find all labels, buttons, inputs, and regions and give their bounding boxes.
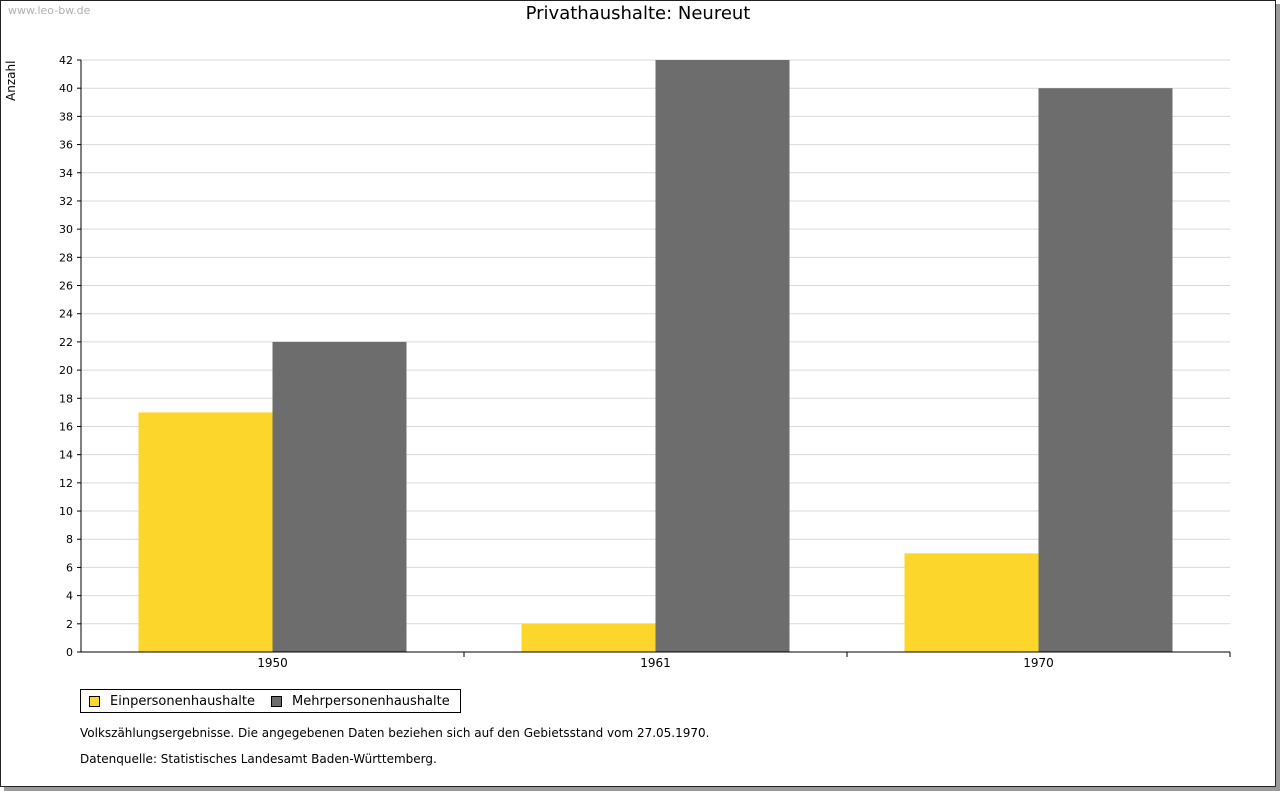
legend-item-mehrpersonenhaushalte: Mehrpersonenhaushalte [271,694,450,709]
chart-title: Privathaushalte: Neureut [525,3,751,24]
y-tick-label-24: 24 [59,308,73,321]
bar-einpersonenhaushalte-1970 [904,553,1039,652]
bar-mehrpersonenhaushalte-1950 [272,341,407,652]
y-tick-label-4: 4 [66,590,73,603]
y-tick-label-6: 6 [66,561,73,574]
legend: Einpersonenhaushalte Mehrpersonenhaushal… [80,689,461,713]
y-tick-label-10: 10 [59,505,73,518]
y-tick-label-20: 20 [59,364,73,377]
y-tick-label-12: 12 [59,477,73,490]
x-tick-label-1970: 1970 [1023,656,1054,670]
bar-einpersonenhaushalte-1961 [521,623,656,652]
y-tick-label-26: 26 [59,280,73,293]
y-tick-label-34: 34 [59,167,73,180]
note-source: Datenquelle: Statistisches Landesamt Bad… [80,752,437,766]
legend-label-einpersonenhaushalte: Einpersonenhaushalte [110,693,255,709]
legend-label-mehrpersonenhaushalte: Mehrpersonenhaushalte [292,693,450,709]
y-tick-label-42: 42 [59,54,73,67]
y-tick-label-0: 0 [66,646,73,659]
y-tick-label-22: 22 [59,336,73,349]
y-tick-label-16: 16 [59,420,73,433]
y-tick-label-38: 38 [59,110,73,123]
y-tick-label-36: 36 [59,139,73,152]
legend-item-einpersonenhaushalte: Einpersonenhaushalte [89,694,255,709]
x-tick-label-1950: 1950 [257,656,288,670]
legend-swatch-einpersonenhaushalte [89,695,100,707]
y-tick-label-2: 2 [66,618,73,631]
bar-einpersonenhaushalte-1950 [138,412,273,652]
watermark: www.leo-bw.de [8,4,91,17]
y-tick-label-18: 18 [59,392,73,405]
y-tick-label-40: 40 [59,82,73,95]
bar-mehrpersonenhaushalte-1970 [1038,88,1173,652]
y-tick-label-32: 32 [59,195,73,208]
legend-swatch-mehrpersonenhaushalte [271,695,282,707]
x-tick-label-1961: 1961 [640,656,671,670]
y-tick-label-30: 30 [59,223,73,236]
y-tick-label-8: 8 [66,533,73,546]
note-census: Volkszählungsergebnisse. Die angegebenen… [80,726,710,740]
bar-mehrpersonenhaushalte-1961 [655,60,790,652]
y-tick-label-28: 28 [59,251,73,264]
y-tick-label-14: 14 [59,449,73,462]
